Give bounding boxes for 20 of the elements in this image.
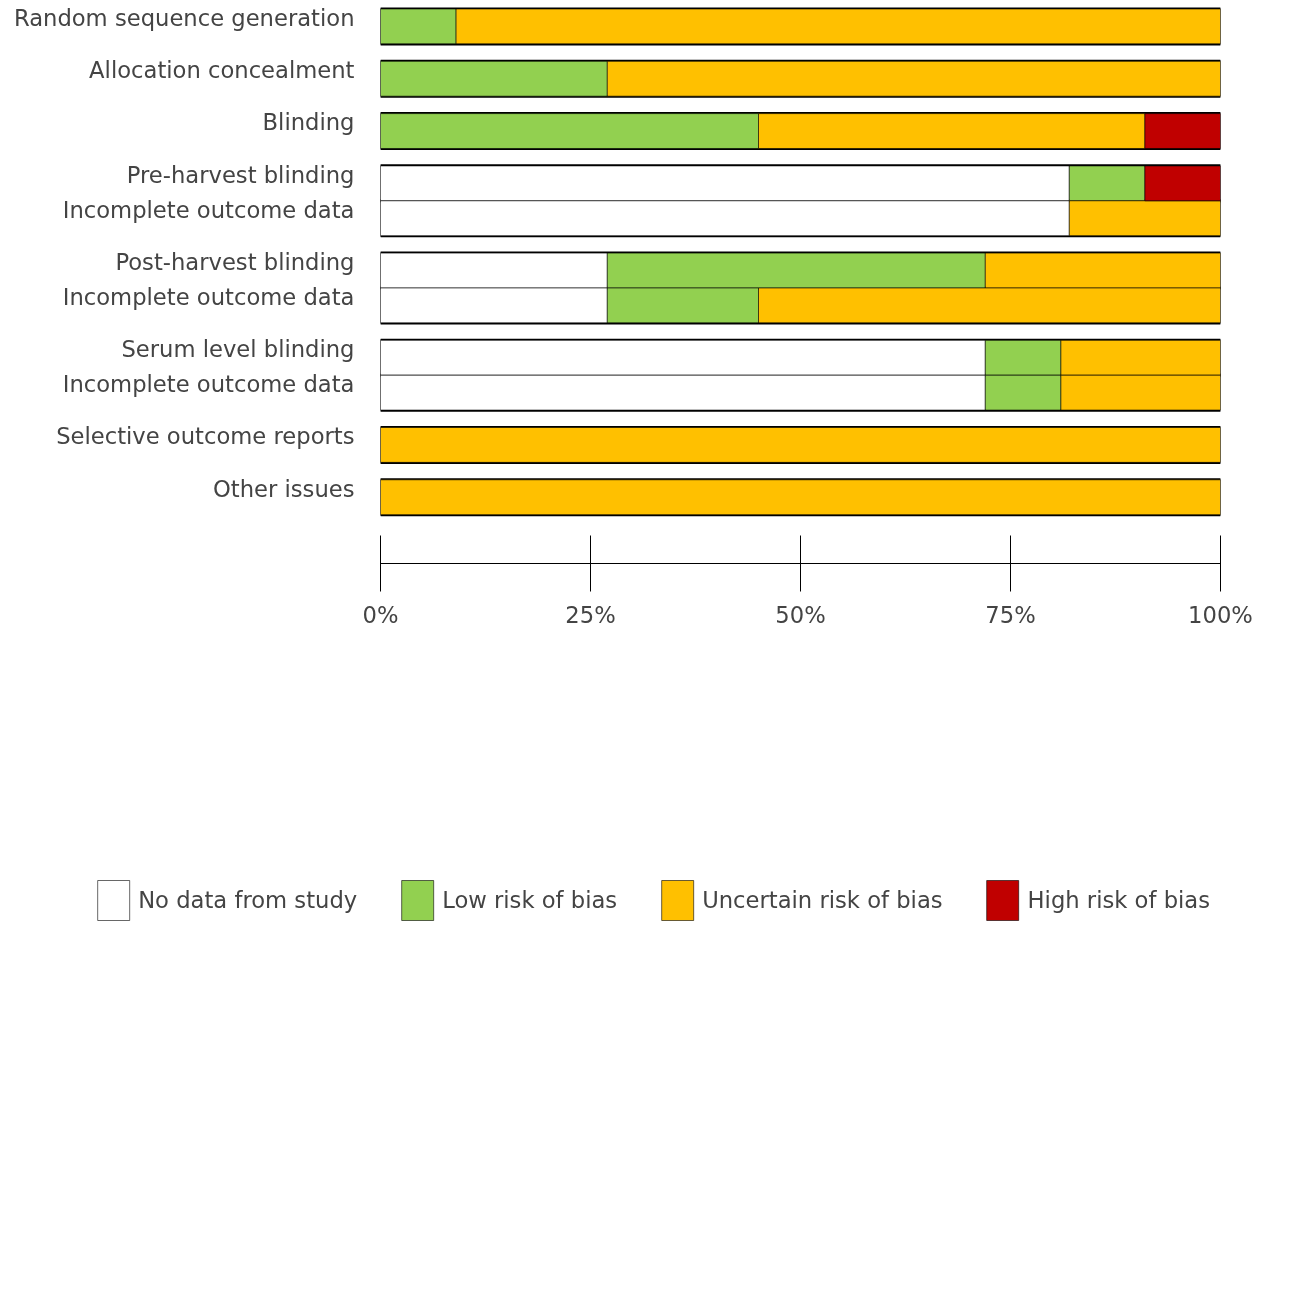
y-tick-label: Incomplete outcome data [62, 283, 355, 310]
x-tick-label: 0% [362, 601, 399, 628]
y-tick-label: Blinding [262, 109, 355, 136]
legend-label: No data from study [138, 887, 358, 913]
x-tick-label: 25% [565, 601, 616, 628]
y-tick-label: Other issues [212, 475, 355, 502]
y-tick-label: Selective outcome reports [56, 423, 355, 450]
y-tick-label: Serum level blinding [121, 336, 355, 363]
legend-label: High risk of bias [1027, 887, 1210, 913]
y-tick-label: Allocation concealment [89, 57, 355, 84]
legend-label: Uncertain risk of bias [702, 887, 943, 913]
x-tick-label: 100% [1188, 601, 1253, 628]
y-tick-label: Pre-harvest blinding [126, 161, 355, 188]
y-tick-label: Incomplete outcome data [62, 196, 355, 223]
x-tick-label: 75% [985, 601, 1036, 628]
y-tick-label: Post-harvest blinding [115, 248, 355, 275]
x-tick-label: 50% [775, 601, 826, 628]
y-tick-label: Incomplete outcome data [62, 370, 355, 397]
legend-label: Low risk of bias [442, 887, 618, 913]
y-tick-label: Random sequence generation [13, 4, 355, 31]
